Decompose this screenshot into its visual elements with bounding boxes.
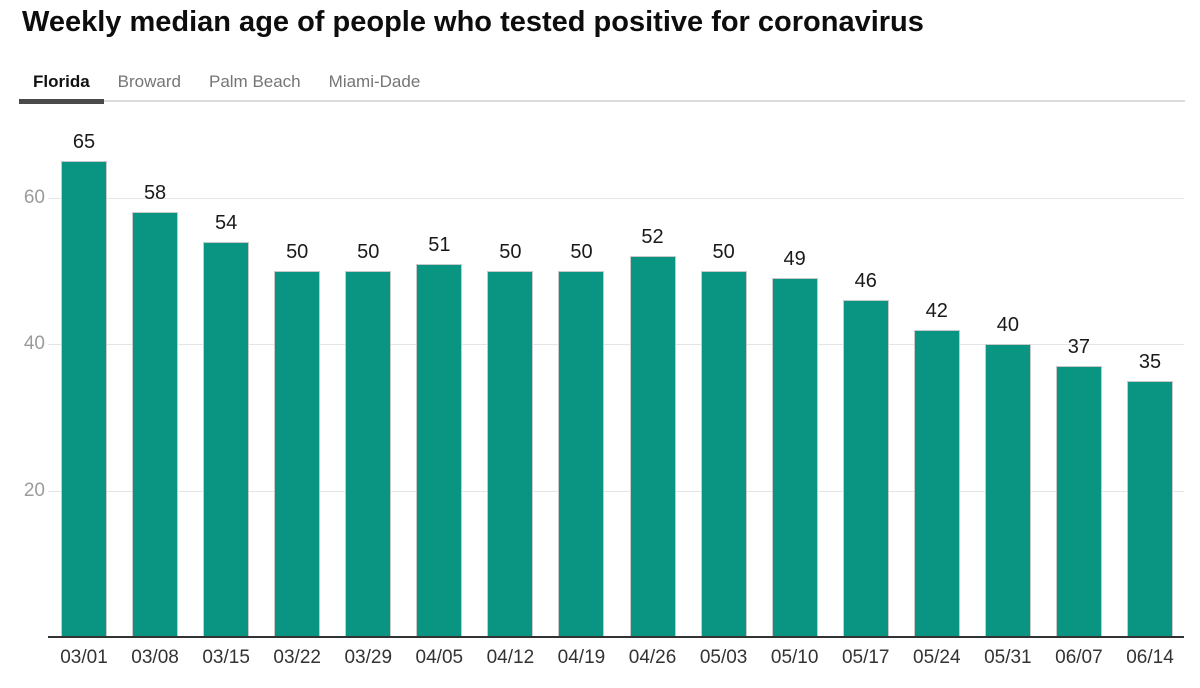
x-tick-label: 05/24 [913,647,961,668]
x-tick-label: 05/03 [699,647,748,668]
bar-value-label: 49 [783,248,806,271]
bar-value-label: 65 [72,131,96,154]
bar-03/01 [61,161,107,637]
bar-05/17 [842,300,889,637]
active-tab-underline [19,99,104,104]
bar-value-label: 46 [854,270,877,293]
x-tick-label: 05/17 [841,647,890,668]
bar-value-label: 50 [570,241,593,263]
bar-04/05 [416,263,463,637]
bar-03/08 [132,212,179,637]
gridline-60 [48,197,1184,199]
bar-04/26 [629,256,676,637]
bar-value-label: 52 [641,226,664,249]
x-tick-label: 05/31 [984,647,1032,668]
tab-label: Miami-Dade [328,72,421,91]
x-tick-label: 06/14 [1126,647,1174,668]
bar-06/14 [1127,380,1173,637]
tab-palm-beach[interactable]: Palm Beach [195,64,315,100]
x-tick-label: 03/15 [202,647,250,668]
bar-05/03 [700,271,747,637]
tab-label: Florida [33,72,90,91]
x-tick-label: 04/19 [557,647,606,668]
bar-value-label: 54 [215,211,238,234]
bar-05/24 [913,329,960,637]
bar-value-label: 37 [1067,336,1091,359]
gridline-20 [48,490,1184,492]
bar-value-label: 50 [499,241,522,263]
tab-bar: Florida Broward Palm Beach Miami-Dade [19,64,1185,104]
x-tick-label: 03/08 [131,647,179,668]
bar-value-label: 58 [143,182,167,205]
bar-05/10 [771,278,818,637]
tab-label: Broward [117,72,181,91]
bar-03/22 [274,271,321,637]
bar-value-label: 35 [1138,350,1162,373]
gridline-40 [48,344,1184,346]
bar-03/29 [345,271,392,637]
x-tick-label: 04/05 [415,647,464,668]
bar-value-label: 42 [925,299,948,322]
tab-florida[interactable]: Florida [19,64,104,104]
bar-chart: 20 40 60 65 03/01 58 03/08 54 03/15 50 03/22 50 03/2… [0,106,1200,688]
y-tick-label: 40 [23,333,45,355]
page-title: Weekly median age of people who tested p… [22,6,924,38]
bar-04/12 [487,271,534,637]
bar-05/31 [984,344,1031,637]
x-tick-label: 05/10 [770,647,819,668]
bar-value-label: 50 [357,241,380,263]
bar-value-label: 50 [712,241,735,263]
bar-value-label: 50 [286,241,309,263]
tab-miami-dade[interactable]: Miami-Dade [315,64,435,100]
x-tick-label: 03/29 [344,647,393,668]
tab-broward[interactable]: Broward [104,64,195,100]
bar-value-label: 40 [996,314,1019,337]
bar-value-label: 51 [428,233,451,256]
bar-06/07 [1055,366,1102,637]
tab-label: Palm Beach [208,72,301,91]
x-tick-label: 04/26 [628,647,677,668]
bar-03/15 [203,241,250,637]
x-axis-line [48,636,1184,638]
x-tick-label: 04/12 [486,647,535,668]
y-tick-label: 20 [23,479,45,501]
bar-04/19 [558,271,605,637]
x-tick-label: 03/22 [273,647,321,668]
y-tick-label: 60 [23,186,45,208]
x-tick-label: 06/07 [1055,647,1103,668]
x-tick-label: 03/01 [60,647,108,668]
